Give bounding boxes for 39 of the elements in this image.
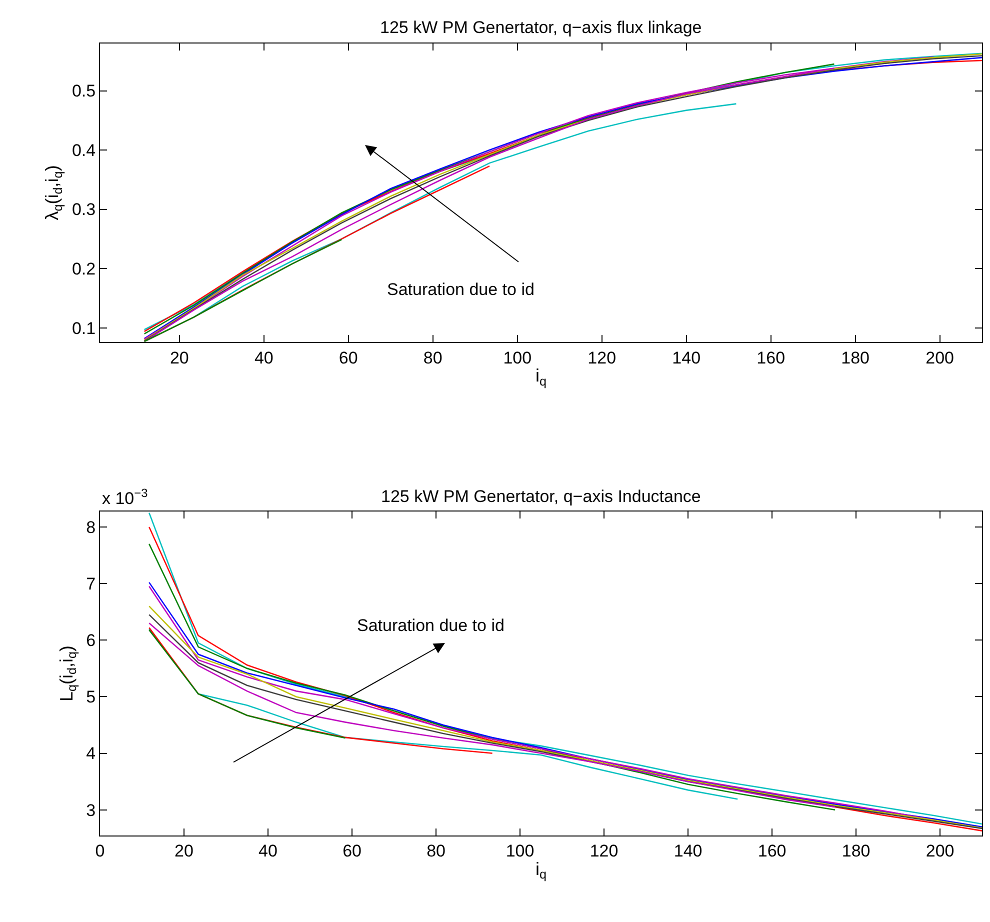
chart-title: 125 kW PM Genertator, q−axis flux linkage	[380, 18, 702, 37]
x-tick-label: 80	[426, 842, 446, 861]
y-tick-label: 0.4	[72, 140, 96, 160]
x-tick-label: 180	[841, 348, 870, 368]
x-tick-label: 40	[258, 842, 278, 861]
annotation: Saturation due to id	[387, 280, 534, 299]
x-tick-label: 160	[756, 348, 786, 368]
x-tick-label: 0	[95, 842, 105, 861]
x-tick-label: 140	[672, 348, 701, 368]
x-tick-label: 100	[503, 348, 532, 368]
x-axis-title: i$_{q}$	[536, 366, 547, 388]
x-tick-label: 200	[926, 842, 954, 861]
x-tick-label: 80	[423, 348, 442, 368]
x-tick-label: 120	[588, 348, 616, 368]
y-tick-label: 3	[86, 800, 96, 820]
x-tick-label: 140	[674, 842, 702, 861]
y-tick-label: 6	[86, 631, 96, 650]
x-tick-label: 20	[170, 348, 189, 368]
x-tick-label: 40	[254, 348, 274, 368]
x-tick-label: 160	[758, 842, 786, 861]
x-axis-title: i$_{q}$	[536, 858, 547, 882]
text: x 10$^{−3}$	[102, 486, 148, 508]
x-tick-label: 200	[926, 348, 954, 368]
chart-title: 125 kW PM Genertator, q−axis Inductance	[381, 487, 701, 506]
x-tick-label: 180	[842, 842, 870, 861]
y-tick-label: 8	[86, 518, 96, 537]
annotation: Saturation due to id	[357, 616, 504, 635]
x-tick-label: 20	[174, 842, 194, 861]
x-tick-label: 60	[342, 842, 362, 861]
y-tick-label: 0.5	[72, 82, 96, 101]
x-tick-label: 120	[590, 842, 618, 861]
y-tick-label: 0.1	[72, 318, 96, 338]
y-tick-label: 0.3	[72, 200, 96, 220]
x-tick-label: 60	[338, 348, 358, 368]
y-tick-label: 7	[86, 574, 96, 594]
y-tick-label: 4	[86, 744, 96, 764]
y-tick-label: 5	[86, 688, 96, 707]
y-tick-label: 0.2	[72, 260, 96, 279]
x-tick-label: 100	[506, 842, 534, 861]
